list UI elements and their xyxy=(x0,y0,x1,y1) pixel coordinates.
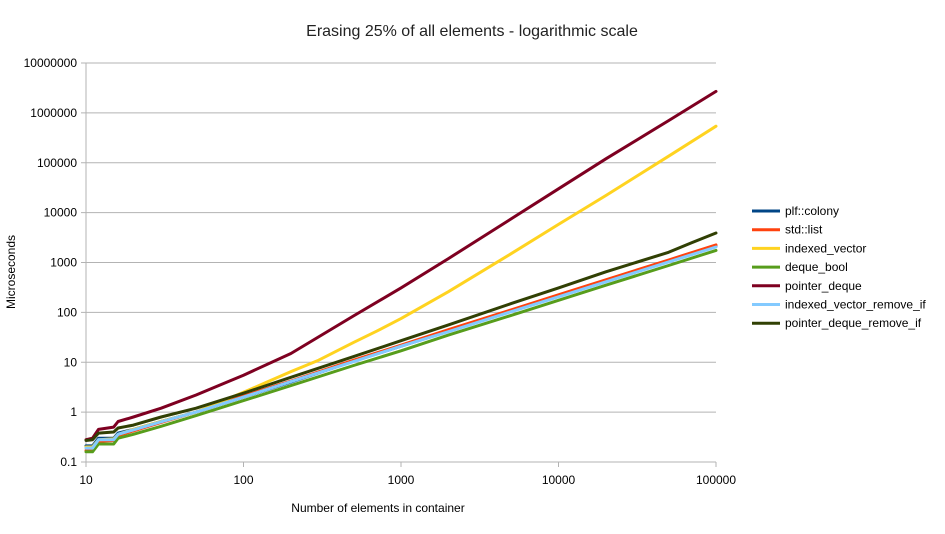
x-tick-label: 10000 xyxy=(542,473,576,487)
axes xyxy=(81,62,717,467)
legend-label: plf::colony xyxy=(785,204,839,218)
legend-label: indexed_vector xyxy=(785,241,866,255)
y-tick-label: 1000 xyxy=(50,256,77,270)
y-tick-label: 10000 xyxy=(44,206,78,220)
x-tick-label: 1000 xyxy=(388,473,415,487)
legend-label: indexed_vector_remove_if xyxy=(785,298,926,312)
y-tick-label: 10000000 xyxy=(24,56,78,70)
y-tick-label: 100000 xyxy=(37,156,77,170)
y-tick-label: 10 xyxy=(64,355,78,369)
y-tick-label: 100 xyxy=(57,305,77,319)
legend-label: pointer_deque_remove_if xyxy=(785,316,922,330)
x-axis-label: Number of elements in container xyxy=(291,501,464,515)
y-axis-label: Microseconds xyxy=(4,235,18,309)
series-line-pointer-deque-remove-if xyxy=(84,231,718,442)
series-lines xyxy=(84,89,718,454)
y-tick-label: 0.1 xyxy=(60,455,77,469)
x-tick-labels: 10 100 1000 10000 100000 xyxy=(79,473,736,487)
series-line-deque-bool xyxy=(84,248,718,454)
x-tick-label: 10 xyxy=(79,473,93,487)
legend-label: deque_bool xyxy=(785,260,848,274)
chart-title: Erasing 25% of all elements - logarithmi… xyxy=(306,23,638,40)
series-line-indexed-vector-remove-if xyxy=(84,245,718,450)
series-line-pointer-deque xyxy=(84,89,718,442)
legend-label: pointer_deque xyxy=(785,279,862,293)
x-tick-label: 100 xyxy=(233,473,253,487)
y-tick-label: 1 xyxy=(70,405,77,419)
legend: plf::colonystd::listindexed_vectordeque_… xyxy=(752,204,926,330)
y-tick-label: 1000000 xyxy=(30,106,77,120)
legend-label: std::list xyxy=(785,223,823,237)
x-tick-label: 100000 xyxy=(696,473,736,487)
y-tick-labels: 0.1 1 10 100 1000 10000 100000 1000000 10000000 xyxy=(24,56,78,469)
